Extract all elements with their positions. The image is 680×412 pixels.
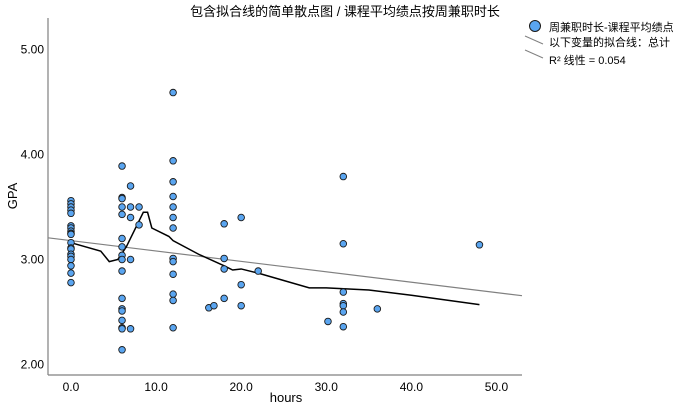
data-point <box>169 157 177 165</box>
y-axis-label: GPA <box>5 182 20 209</box>
data-point <box>118 203 126 211</box>
data-point <box>210 301 218 310</box>
data-point <box>67 230 75 239</box>
marks <box>47 88 523 354</box>
data-point <box>118 294 126 303</box>
data-point <box>169 203 177 211</box>
x-tick-label: 10.0 <box>144 380 168 394</box>
data-point <box>339 322 348 331</box>
y-tick-label: 3.00 <box>21 253 45 267</box>
data-point <box>135 221 143 229</box>
data-point <box>118 194 126 203</box>
data-point <box>118 325 126 333</box>
data-point <box>118 307 126 315</box>
data-point <box>126 325 135 333</box>
data-point <box>237 280 245 289</box>
legend-marker <box>529 20 541 32</box>
data-point <box>126 255 135 264</box>
x-tick-label: 30.0 <box>315 380 339 394</box>
data-point <box>126 213 135 222</box>
data-point <box>220 254 228 263</box>
data-point <box>118 346 126 354</box>
data-point <box>220 294 228 303</box>
data-point <box>169 224 177 232</box>
data-point <box>169 213 177 222</box>
x-tick-label: 20.0 <box>229 380 253 394</box>
data-point <box>237 301 245 310</box>
data-point <box>339 239 348 248</box>
data-point <box>118 243 126 251</box>
data-point <box>67 209 75 218</box>
y-tick-label: 2.00 <box>21 358 45 372</box>
data-point <box>118 316 126 325</box>
data-point <box>169 88 177 97</box>
legend: 周兼职时长-课程平均绩点 以下变量的拟合线：总计 R² 线性 = 0.054 <box>524 20 674 67</box>
data-point <box>339 301 348 310</box>
data-point <box>339 288 348 296</box>
legend-r2-line <box>524 49 544 59</box>
data-point <box>339 172 348 181</box>
data-point <box>169 324 177 332</box>
data-point <box>169 178 177 186</box>
y-tick-label: 5.00 <box>21 43 45 57</box>
legend-fit-line <box>524 35 544 45</box>
data-point <box>169 192 177 201</box>
data-point <box>169 290 177 298</box>
data-point <box>126 203 135 211</box>
data-point <box>324 317 332 326</box>
data-point <box>220 220 228 228</box>
linear-fit-line <box>47 237 523 297</box>
y-tick-label: 4.00 <box>21 148 45 162</box>
data-point <box>67 262 75 270</box>
data-point <box>118 255 126 264</box>
axes: 0.0 10.0 20.0 30.0 40.0 50.0 2.00 3.00 4.00 5.00 <box>21 18 522 394</box>
data-point <box>118 267 126 275</box>
x-tick-label: 40.0 <box>400 380 424 394</box>
data-point <box>254 267 262 275</box>
data-point <box>67 255 75 264</box>
chart-title: 包含拟合线的简单散点图 / 课程平均绩点按周兼职时长 <box>190 4 500 19</box>
data-point <box>169 296 177 305</box>
data-point <box>118 162 126 170</box>
data-point <box>169 270 177 278</box>
legend-fit-label: 以下变量的拟合线：总计 <box>549 35 670 49</box>
data-point <box>373 305 382 313</box>
data-point <box>339 308 348 316</box>
data-point <box>237 213 245 222</box>
data-point <box>169 257 177 266</box>
data-point <box>67 269 75 277</box>
x-axis-label: hours <box>270 390 303 405</box>
legend-r2-label: R² 线性 = 0.054 <box>549 53 626 67</box>
x-tick-label: 50.0 <box>485 380 509 394</box>
data-point <box>475 241 484 249</box>
data-point <box>126 182 135 190</box>
data-point <box>118 210 126 219</box>
data-point <box>118 234 126 243</box>
data-point <box>135 203 143 211</box>
legend-series-label: 周兼职时长-课程平均绩点 <box>549 21 674 34</box>
data-point <box>220 265 228 273</box>
x-tick-label: 0.0 <box>63 380 80 394</box>
data-point <box>67 278 75 287</box>
